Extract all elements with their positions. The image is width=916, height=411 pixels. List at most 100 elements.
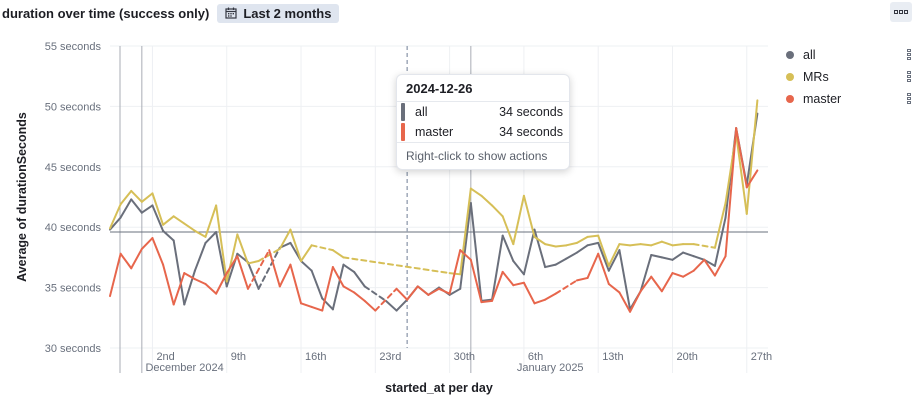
series-master-segment <box>427 287 440 296</box>
series-all-segment <box>682 251 695 258</box>
legend-dot-mrs <box>786 73 794 81</box>
series-all-segment <box>193 241 207 272</box>
series-master-segment <box>639 275 653 293</box>
series-mrs-segment <box>671 243 685 247</box>
series-master-segment <box>480 299 494 304</box>
series-all-segment <box>183 269 196 306</box>
series-master-segment <box>586 252 600 279</box>
legend-item-master[interactable]: master <box>786 88 911 110</box>
series-all-segment <box>151 204 165 232</box>
series-all-segment <box>310 269 324 300</box>
series-mrs-segment <box>575 235 589 244</box>
x-tick-label: 9th <box>231 351 246 363</box>
series-master-segment <box>501 270 515 287</box>
y-tick-label: 30 seconds <box>45 343 102 355</box>
series-master-segment <box>438 287 451 295</box>
series-all-segment <box>162 229 175 242</box>
series-all-segment <box>607 249 621 272</box>
series-master-segment <box>289 263 303 305</box>
series-mrs-segment <box>522 194 536 238</box>
series-master-segment <box>151 237 165 266</box>
series-all-segment <box>130 198 143 214</box>
series-master-segment <box>416 285 430 296</box>
series-master-segment <box>469 258 483 304</box>
series-master-segment <box>724 127 738 258</box>
series-mrs-segment <box>310 244 334 252</box>
series-master-segment <box>225 255 239 275</box>
series-master-segment <box>321 266 334 312</box>
series-mrs-segment <box>257 247 281 263</box>
panel-header: duration over time (success only) Last 2… <box>2 2 340 24</box>
series-master-segment <box>735 127 748 189</box>
series-master-segment <box>406 285 419 301</box>
legend-dot-all <box>786 51 794 59</box>
series-master-segment <box>512 281 525 287</box>
series-mrs-segment <box>713 202 727 249</box>
series-master-segment <box>342 285 356 294</box>
series-all-segment <box>204 231 218 244</box>
series-master-segment <box>575 276 589 282</box>
series-mrs-segment <box>289 228 303 263</box>
series-master-segment <box>522 281 536 305</box>
series-master-segment <box>745 169 759 189</box>
series-master-segment <box>236 255 249 290</box>
series-mrs-segment <box>119 189 133 206</box>
series-all-segment <box>618 249 632 311</box>
series-master-segment <box>682 269 695 278</box>
series-master-segment <box>162 263 175 306</box>
series-mrs-segment <box>172 215 186 225</box>
series-all-segment <box>384 299 398 312</box>
legend-more-icon[interactable] <box>907 71 911 82</box>
series-master-segment <box>544 292 557 301</box>
series-all-segment <box>660 256 674 261</box>
x-tick-sublabel: December 2024 <box>145 362 223 374</box>
time-range-badge[interactable]: Last 2 months <box>217 3 340 23</box>
tooltip-row-master: master 34 seconds <box>397 122 569 142</box>
series-all-segment <box>459 202 472 290</box>
series-all-segment <box>300 260 313 272</box>
series-mrs-segment <box>607 243 621 267</box>
series-all-segment <box>353 270 366 288</box>
panel-title: duration over time (success only) <box>2 5 210 21</box>
tooltip-row-value: 34 seconds <box>499 105 563 119</box>
series-mrs-segment <box>512 194 525 246</box>
series-mrs-segment <box>650 240 663 247</box>
legend-more-icon[interactable] <box>907 93 911 104</box>
series-all-segment <box>713 216 727 267</box>
axis-layer: 55 seconds 50 seconds 45 seconds 40 seconds… <box>15 41 772 395</box>
series-master-segment <box>246 249 271 290</box>
series-layer <box>109 99 759 313</box>
series-master-segment <box>660 272 674 293</box>
series-all-segment <box>469 202 483 302</box>
legend-item-mrs[interactable]: MRs <box>786 66 911 88</box>
series-master-segment <box>703 258 716 277</box>
series-all-segment <box>172 239 186 306</box>
series-all-segment <box>331 263 345 311</box>
series-mrs-segment <box>215 204 228 283</box>
legend-more-icon[interactable] <box>907 49 911 60</box>
series-mrs-segment <box>597 234 610 267</box>
series-mrs-segment <box>225 233 239 283</box>
series-master-segment <box>278 263 292 288</box>
x-tick-label: 16th <box>305 351 326 363</box>
legend-item-all[interactable]: all <box>786 44 911 66</box>
tooltip-swatch-master <box>401 123 405 141</box>
series-mrs-segment <box>193 229 207 238</box>
series-master-segment <box>374 287 398 312</box>
series-master-segment <box>331 266 345 288</box>
series-master-segment <box>692 258 706 272</box>
tooltip-footer: Right-click to show actions <box>397 142 569 169</box>
y-tick-label: 40 seconds <box>45 222 102 234</box>
series-mrs-segment <box>140 192 154 203</box>
series-all-segment <box>257 246 281 290</box>
series-mrs-segment <box>300 244 313 263</box>
series-mrs-segment <box>554 244 568 248</box>
series-master-segment <box>554 279 578 295</box>
series-master-segment <box>268 249 281 288</box>
time-range-label: Last 2 months <box>243 5 332 21</box>
series-all-segment <box>395 298 409 312</box>
series-master-segment <box>193 278 207 285</box>
legend-label: MRs <box>803 70 829 84</box>
series-master-segment <box>353 291 366 302</box>
panel-menu-icon[interactable] <box>890 2 912 22</box>
